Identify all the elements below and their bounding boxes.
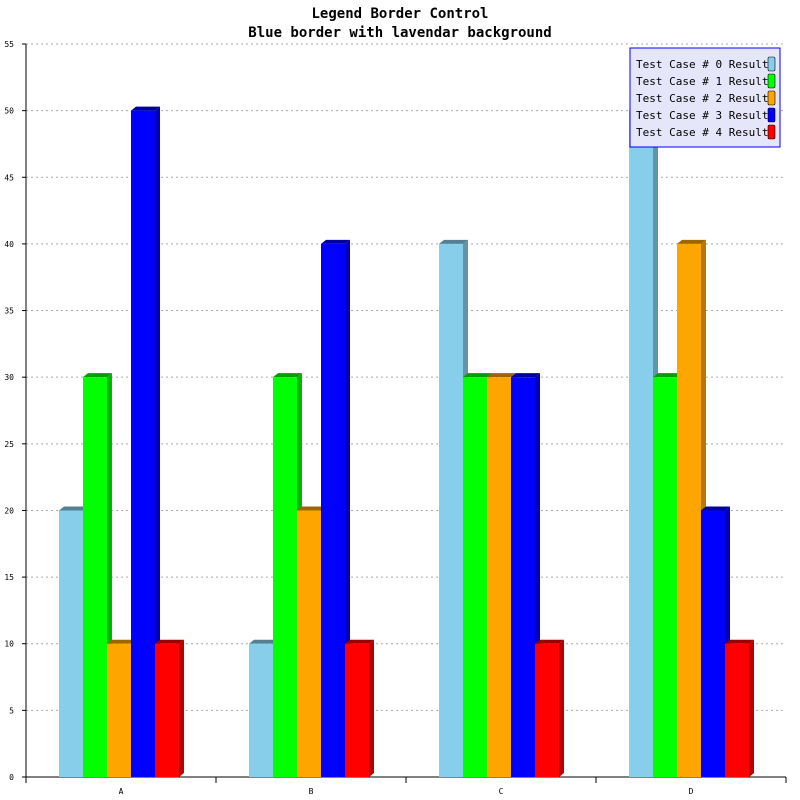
legend-label: Test Case # 1 Results xyxy=(636,75,775,88)
bar-top xyxy=(249,639,278,644)
bar xyxy=(725,639,754,777)
bar-top xyxy=(131,106,160,111)
bar-front xyxy=(155,643,179,777)
bar-top xyxy=(653,373,682,378)
bar-side xyxy=(179,639,184,777)
bar-top xyxy=(59,506,88,511)
bar-top xyxy=(487,373,516,378)
y-tick-label: 30 xyxy=(4,373,14,382)
bar-front xyxy=(535,643,559,777)
bar-top xyxy=(83,373,112,378)
y-tick-label: 55 xyxy=(4,40,14,49)
bar xyxy=(131,106,160,778)
bar-top xyxy=(701,506,730,511)
bar xyxy=(345,639,374,777)
bar-top xyxy=(345,639,374,644)
bar-top xyxy=(439,239,468,244)
bar-side xyxy=(155,106,160,778)
bar-front xyxy=(439,243,463,778)
bar-front xyxy=(701,510,725,777)
bar-front xyxy=(629,110,653,778)
bar-front xyxy=(463,377,487,777)
y-tick-label: 20 xyxy=(4,506,14,515)
bar-front xyxy=(273,377,297,777)
bar-top xyxy=(321,239,350,244)
bar-front xyxy=(249,643,273,777)
y-tick-label: 25 xyxy=(4,440,14,449)
bar-top xyxy=(155,639,184,644)
bar-front xyxy=(511,377,535,777)
bar-front xyxy=(107,643,131,777)
bars-layer xyxy=(59,106,754,778)
bar-top xyxy=(273,373,302,378)
x-tick-label: C xyxy=(499,787,504,796)
bar-side xyxy=(369,639,374,777)
legend-label: Test Case # 2 Results xyxy=(636,92,775,105)
y-tick-label: 45 xyxy=(4,173,14,182)
y-tick-label: 0 xyxy=(9,773,14,782)
bar-front xyxy=(131,110,155,778)
legend-label: Test Case # 3 Results xyxy=(636,109,775,122)
y-tick-label: 10 xyxy=(4,640,14,649)
legend-label: Test Case # 0 Results xyxy=(636,58,775,71)
bar-side xyxy=(749,639,754,777)
y-tick-label: 5 xyxy=(9,706,14,715)
bar-top xyxy=(725,639,754,644)
x-tick-label: A xyxy=(119,787,124,796)
y-tick-label: 50 xyxy=(4,107,14,116)
bar-top xyxy=(677,239,706,244)
bar-front xyxy=(487,377,511,777)
bar-side xyxy=(559,639,564,777)
bar-top xyxy=(463,373,492,378)
bar xyxy=(535,639,564,777)
bar-top xyxy=(107,639,136,644)
bar xyxy=(677,239,706,778)
bar-front xyxy=(83,377,107,777)
legend-swatch xyxy=(767,124,776,140)
bar-front xyxy=(297,510,321,777)
legend: Test Case # 0 Results Test Case # 1 Resul… xyxy=(629,47,781,148)
x-tick-label: D xyxy=(689,787,694,796)
bar-front xyxy=(677,243,701,778)
legend-swatch xyxy=(767,73,776,89)
bar-front xyxy=(725,643,749,777)
legend-swatch xyxy=(767,56,776,72)
legend-swatch xyxy=(767,90,776,106)
legend-label: Test Case # 4 Results xyxy=(636,126,775,139)
legend-box xyxy=(629,47,781,148)
bar-top xyxy=(535,639,564,644)
x-tick-label: B xyxy=(309,787,314,796)
bar-front xyxy=(321,243,345,778)
bar-top xyxy=(297,506,326,511)
legend-swatch xyxy=(767,107,776,123)
bar-top xyxy=(511,373,540,378)
y-tick-label: 35 xyxy=(4,307,14,316)
bar-front xyxy=(345,643,369,777)
bar xyxy=(155,639,184,777)
y-tick-label: 40 xyxy=(4,240,14,249)
chart-title: Legend Border Control xyxy=(311,6,488,22)
chart-subtitle: Blue border with lavendar background xyxy=(248,25,551,41)
bar-front xyxy=(653,377,677,777)
y-tick-label: 15 xyxy=(4,573,14,582)
bar-front xyxy=(59,510,83,777)
